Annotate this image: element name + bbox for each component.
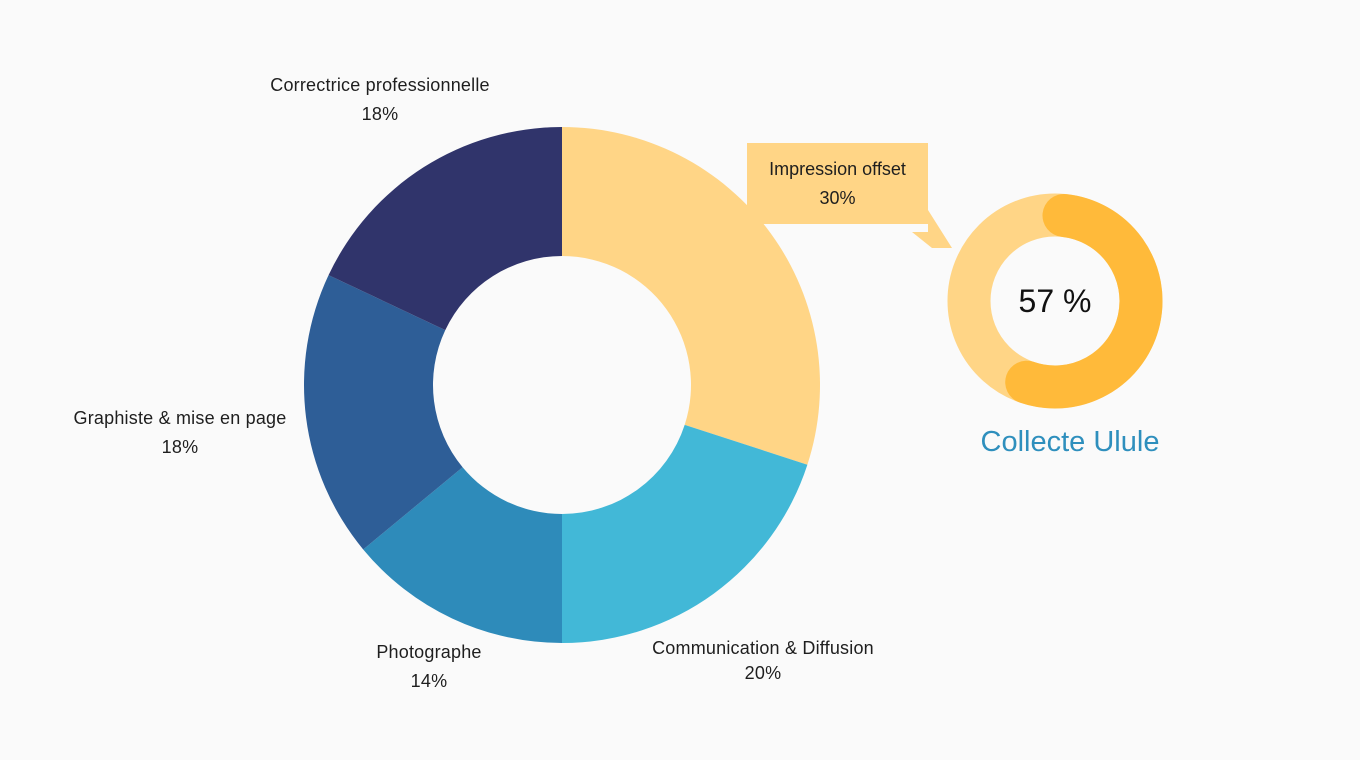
donut-slice-graphiste — [304, 275, 463, 550]
slice-label-communication: Communication & Diffusion 20% — [623, 636, 903, 686]
slice-label-name: Communication & Diffusion — [652, 638, 874, 658]
slice-label-correctrice: Correctrice professionnelle 18% — [240, 71, 520, 129]
slice-callout-impression: Impression offset 30% — [747, 143, 928, 224]
slice-label-graphiste: Graphiste & mise en page 18% — [40, 404, 320, 462]
slice-label-name: Photographe — [376, 642, 482, 662]
slice-label-photographe: Photographe 14% — [329, 638, 529, 696]
slice-label-percent: 18% — [361, 104, 399, 124]
progress-value: 57 % — [1018, 283, 1092, 319]
donut-slice-communication — [562, 424, 808, 643]
slice-label-name: Graphiste & mise en page — [73, 408, 287, 428]
slice-label-percent: 18% — [161, 437, 199, 457]
callout-label: Impression offset — [769, 159, 906, 179]
donut-slice-correctrice — [328, 127, 562, 331]
donut-slice-photographe — [363, 467, 562, 643]
callout-arrow-shape — [912, 210, 952, 248]
slice-label-percent: 20% — [744, 663, 782, 683]
progress-title: Collecte Ulule — [980, 426, 1160, 458]
slice-label-name: Correctrice professionnelle — [270, 75, 490, 95]
callout-percent: 30% — [819, 188, 856, 208]
donut-slice-impression — [562, 127, 821, 465]
progress-fill-arc — [1005, 193, 1163, 409]
slice-label-percent: 14% — [410, 671, 448, 691]
